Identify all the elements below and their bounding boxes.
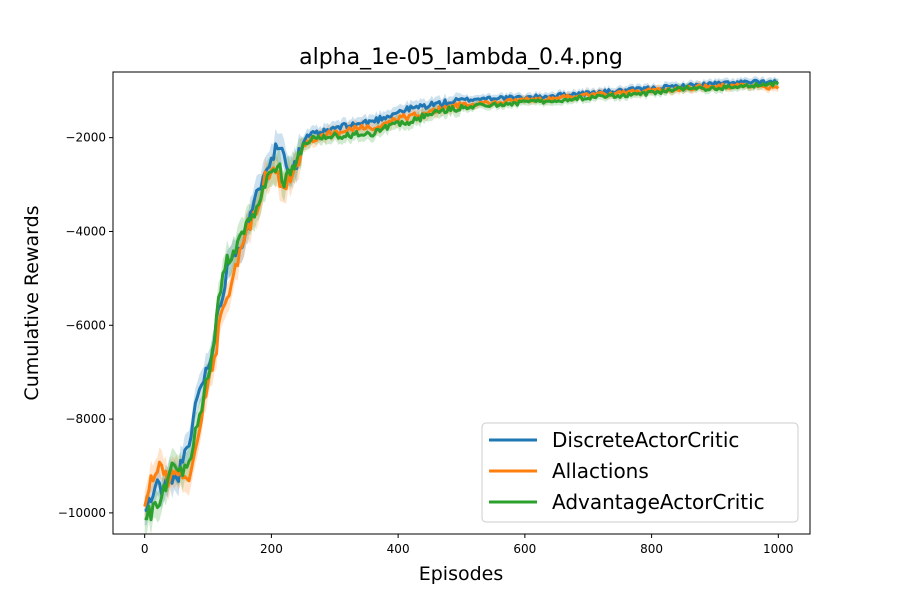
x-tick-label: 800 — [640, 542, 663, 556]
x-axis-label: Episodes — [419, 563, 504, 585]
x-tick-label: 600 — [513, 542, 536, 556]
legend-label: AdvantageActorCritic — [552, 490, 765, 514]
legend-label: Allactions — [552, 459, 649, 483]
x-tick-label: 0 — [141, 542, 149, 556]
y-tick-label: −8000 — [65, 412, 106, 426]
x-tick-label: 400 — [387, 542, 410, 556]
y-tick-label: −6000 — [65, 318, 106, 332]
series-lines — [143, 78, 780, 522]
legend: DiscreteActorCritic Allactions AdvantageAc… — [481, 422, 799, 523]
series-line — [144, 78, 779, 512]
legend-box — [481, 422, 799, 523]
y-tick-label: −10000 — [58, 506, 106, 520]
y-axis-label: Cumulative Rewards — [21, 205, 43, 400]
y-tick-label: −4000 — [65, 224, 106, 238]
x-axis-ticks: 0 200 400 600 800 1000 — [141, 534, 794, 556]
x-tick-label: 1000 — [763, 542, 794, 556]
y-tick-label: −2000 — [65, 131, 106, 145]
y-axis-ticks: −10000 −8000 −6000 −4000 −2000 — [58, 131, 113, 520]
series-line — [144, 80, 779, 522]
x-tick-label: 200 — [260, 542, 283, 556]
chart-title: alpha_1e-05_lambda_0.4.png — [299, 45, 623, 70]
legend-label: DiscreteActorCritic — [552, 428, 739, 452]
